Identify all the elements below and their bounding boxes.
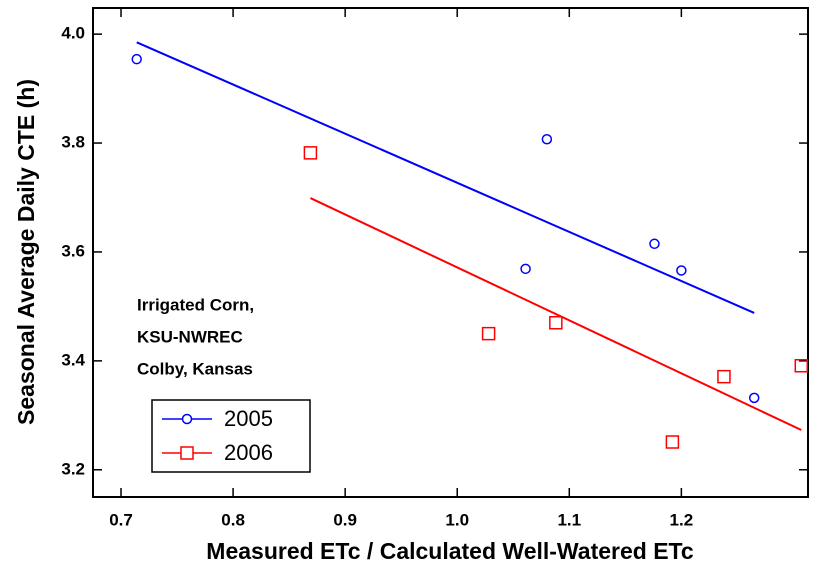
annotation: Colby, Kansas [137, 359, 253, 378]
x-tick-label: 0.7 [109, 510, 133, 529]
point [676, 265, 687, 276]
annotation: Irrigated Corn, [137, 295, 254, 314]
point [717, 369, 731, 384]
y-tick-label: 3.8 [61, 133, 85, 152]
point [748, 392, 760, 404]
legend-marker [180, 446, 194, 460]
point [520, 263, 531, 275]
legend-label: 2005 [224, 406, 273, 431]
point [794, 359, 809, 373]
fit-line [309, 197, 802, 431]
legend-label: 2006 [224, 440, 273, 465]
y-tick-label: 3.2 [61, 459, 85, 478]
point [481, 326, 496, 341]
y-tick-label: 4.0 [61, 24, 85, 43]
annotation: KSU-NWREC [137, 327, 243, 346]
legend-marker [181, 413, 193, 425]
point [541, 133, 553, 145]
legend-box [151, 399, 311, 473]
x-tick-label: 0.9 [333, 510, 357, 529]
x-tick-label: 1.1 [557, 510, 581, 529]
x-tick-label: 1.2 [670, 510, 694, 529]
point [649, 238, 660, 250]
x-tick-label: 0.8 [221, 510, 245, 529]
point [303, 146, 318, 160]
point [549, 315, 563, 330]
point [665, 435, 680, 449]
x-axis-label: Measured ETc / Calculated Well-Watered E… [206, 538, 694, 564]
fit-line [136, 41, 755, 314]
y-tick-label: 3.6 [61, 241, 85, 260]
point [131, 53, 142, 65]
y-tick-label: 3.4 [61, 350, 85, 369]
x-tick-label: 1.0 [445, 510, 469, 529]
y-axis-label: Seasonal Average Daily CTE (h) [13, 79, 39, 425]
